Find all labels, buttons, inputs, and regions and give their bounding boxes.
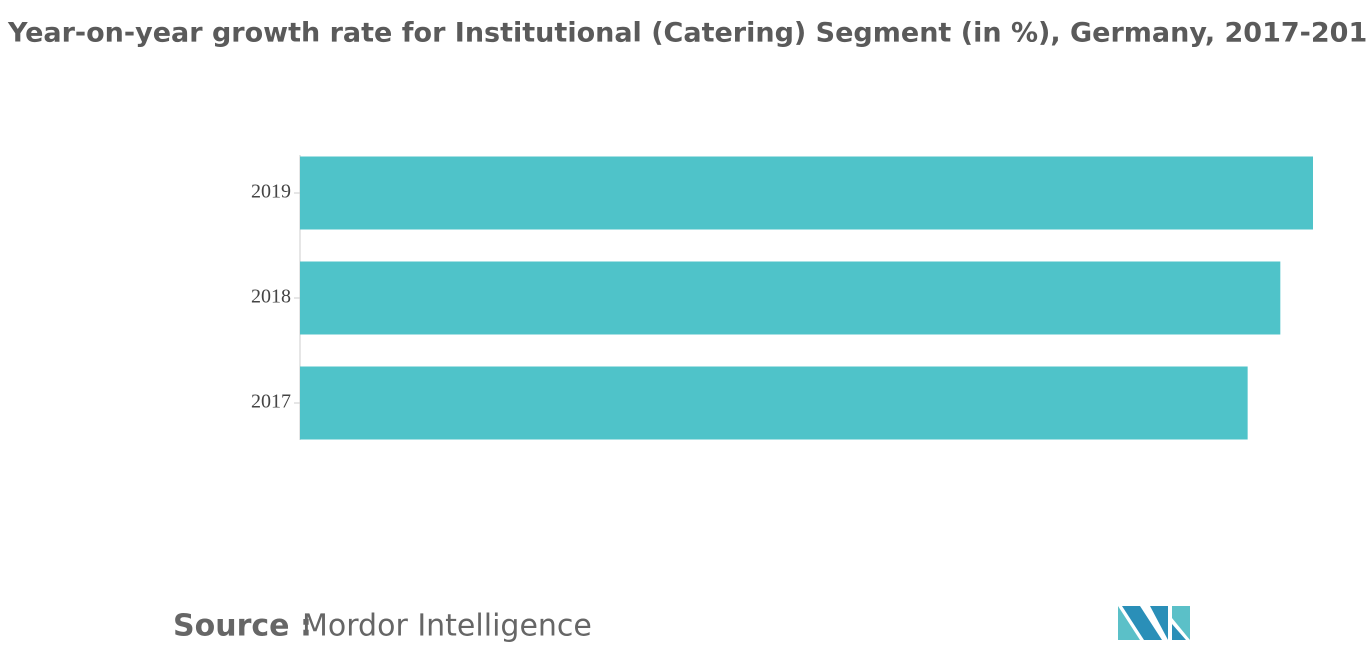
- source-label: Source :: [173, 609, 312, 644]
- bar: [300, 366, 1248, 440]
- bar: [300, 261, 1281, 335]
- logo: [1118, 606, 1190, 640]
- source: Mordor Intelligence: [302, 609, 592, 644]
- y-tick-label: 2018: [251, 286, 291, 308]
- y-tick-label: 2019: [251, 181, 291, 203]
- y-tick-label: 2017: [251, 391, 291, 413]
- bar: [300, 156, 1313, 230]
- chart-title: Year-on-year growth rate for Institution…: [7, 18, 1366, 49]
